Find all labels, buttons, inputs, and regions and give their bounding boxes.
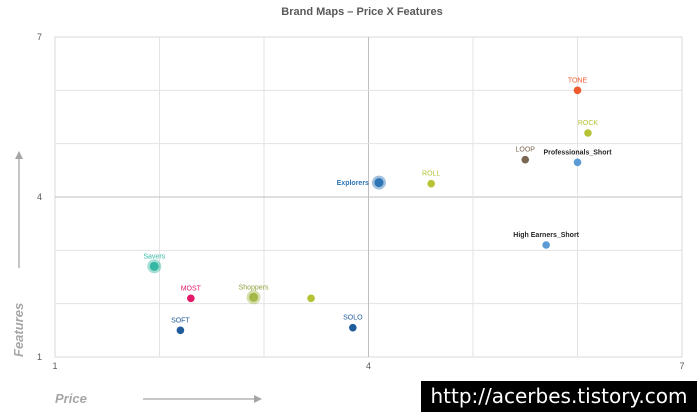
- point-label: SOFT: [171, 317, 190, 324]
- point-label: Savers: [143, 253, 165, 260]
- data-point: [584, 129, 592, 137]
- point-label: ROLL: [422, 171, 440, 178]
- point-label: Professionals_Short: [543, 149, 612, 156]
- x-axis-arrowhead: [254, 395, 262, 403]
- x-axis-title-group: Price: [55, 391, 262, 406]
- point-label: High Earners_Short: [513, 232, 579, 239]
- data-points: TONE ROCK LOOP Professionals_Short ROLL Explo…: [143, 77, 612, 335]
- y-tick-label: 4: [37, 192, 42, 202]
- point-label: Shoppers: [239, 284, 269, 291]
- y-tick-label: 7: [37, 32, 42, 42]
- point-label: Explorers: [337, 180, 369, 187]
- data-point: [187, 294, 195, 303]
- point-label: ROCK: [578, 120, 599, 127]
- data-point: [249, 292, 259, 302]
- point-label: SOLO: [343, 315, 363, 322]
- data-point: [307, 294, 315, 303]
- point-label: TONE: [568, 77, 588, 84]
- y-axis-title-group: Features: [11, 151, 26, 357]
- x-tick-label: 4: [366, 361, 371, 371]
- data-point: [149, 261, 159, 271]
- chart-grid: [54, 36, 683, 358]
- data-point: [542, 241, 550, 249]
- data-point: [573, 86, 582, 95]
- data-point: [427, 179, 436, 188]
- point-label: LOOP: [516, 147, 536, 154]
- data-point: [521, 155, 530, 164]
- data-point: [573, 158, 582, 167]
- chart-title: Brand Maps – Price X Features: [281, 6, 442, 18]
- data-point: [374, 178, 384, 188]
- axis-ticks: 1 4 7 1 4 7: [37, 32, 685, 371]
- y-axis-arrowhead: [15, 151, 23, 159]
- x-tick-label: 1: [52, 361, 57, 371]
- point-label: MOST: [181, 285, 202, 292]
- data-point: [176, 326, 185, 335]
- watermark: http://acerbes.tistory.com: [421, 381, 697, 412]
- y-axis-title: Features: [11, 303, 26, 357]
- x-tick-label: 7: [679, 361, 684, 371]
- data-point: [349, 323, 357, 332]
- y-tick-label: 1: [37, 352, 42, 362]
- x-axis-title: Price: [55, 391, 87, 406]
